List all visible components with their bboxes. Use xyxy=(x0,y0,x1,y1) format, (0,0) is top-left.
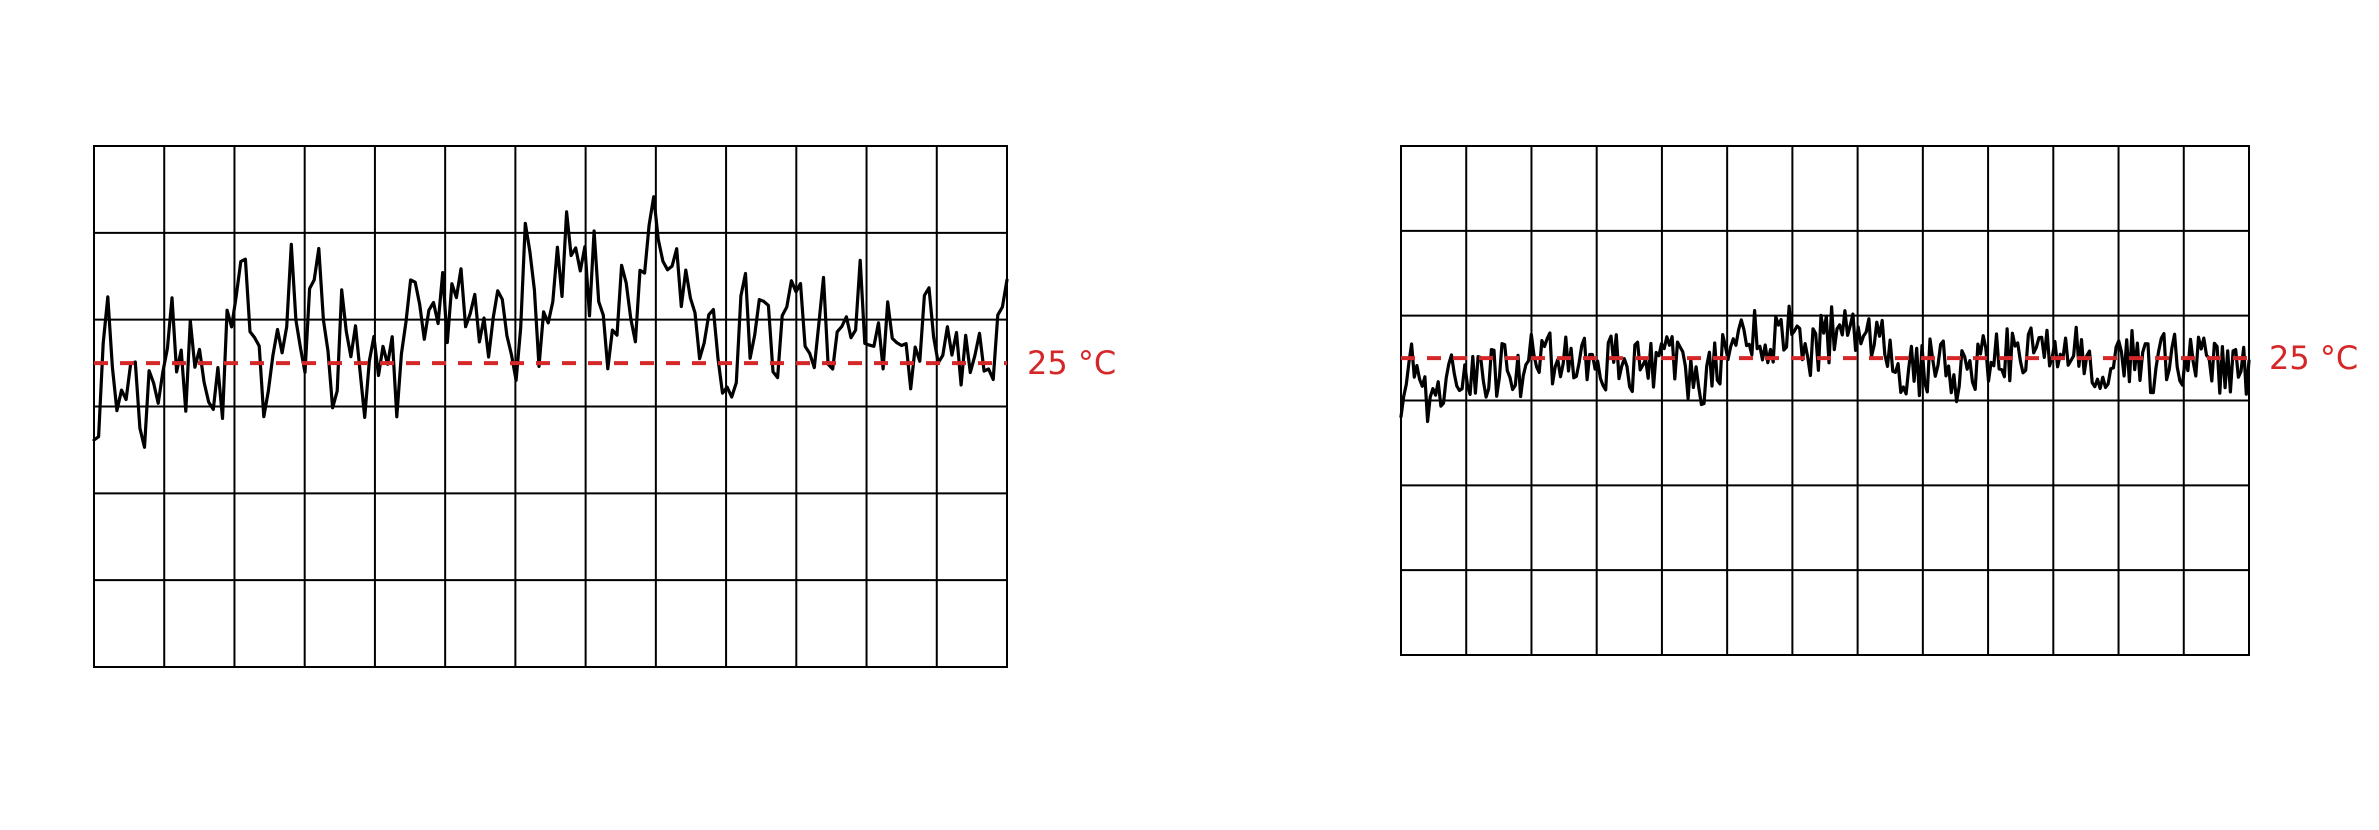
left-series-line xyxy=(92,195,1009,449)
right-series-line xyxy=(1399,304,2251,424)
left-plot-frame xyxy=(93,145,1008,668)
right-grid xyxy=(1401,146,2249,655)
right-threshold-label: 25 °C xyxy=(2269,339,2358,377)
right-chart: 25 °C xyxy=(1399,145,2358,656)
left-grid xyxy=(94,146,1007,667)
left-chart: 25 °C xyxy=(92,145,1116,668)
right-plot-frame xyxy=(1400,145,2250,656)
left-threshold-label: 25 °C xyxy=(1027,344,1116,382)
